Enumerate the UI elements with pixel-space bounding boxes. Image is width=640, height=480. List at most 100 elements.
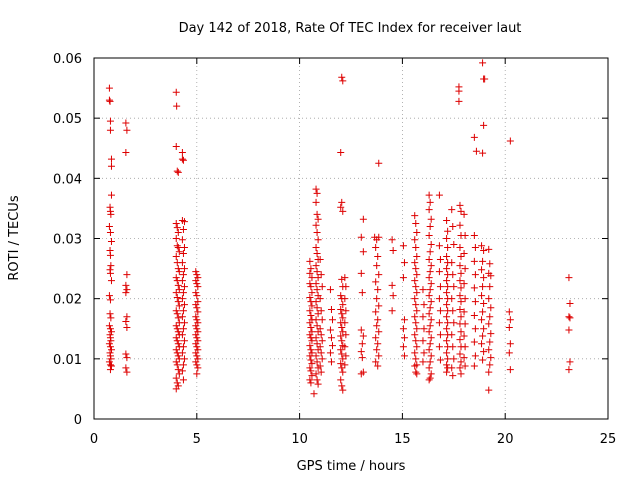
- data-point: [565, 326, 573, 334]
- data-point: [174, 340, 182, 348]
- data-point: [388, 281, 396, 289]
- data-point: [479, 59, 487, 67]
- data-point: [173, 293, 181, 301]
- data-point: [486, 338, 494, 346]
- data-point: [456, 201, 464, 209]
- data-point: [400, 259, 408, 267]
- data-point: [193, 334, 201, 342]
- data-point: [313, 228, 321, 236]
- data-point: [337, 376, 345, 384]
- data-point: [448, 206, 456, 214]
- data-point: [107, 314, 115, 322]
- data-point: [107, 328, 115, 336]
- data-point: [373, 262, 381, 270]
- data-point: [565, 274, 573, 282]
- data-point: [413, 271, 421, 279]
- data-point: [413, 343, 421, 351]
- data-point: [480, 274, 488, 282]
- data-point: [413, 253, 421, 261]
- data-point: [308, 289, 316, 297]
- data-point: [479, 356, 487, 364]
- data-point: [313, 358, 321, 366]
- data-point: [328, 316, 336, 324]
- data-point: [480, 348, 488, 356]
- data-point: [443, 235, 451, 242]
- data-point: [425, 256, 433, 264]
- data-point: [339, 355, 347, 363]
- data-point: [123, 354, 131, 362]
- data-point: [312, 185, 320, 193]
- data-point: [122, 364, 130, 372]
- data-point: [107, 155, 115, 163]
- data-point: [460, 250, 468, 258]
- data-point: [179, 271, 187, 279]
- data-point: [180, 283, 188, 291]
- data-point: [461, 231, 469, 239]
- data-point: [342, 307, 350, 315]
- data-point: [173, 379, 181, 387]
- data-point: [174, 168, 182, 176]
- data-point: [444, 244, 452, 252]
- data-point: [471, 352, 479, 360]
- data-point: [457, 253, 465, 261]
- data-point: [460, 210, 468, 218]
- data-point: [461, 362, 469, 370]
- data-point: [373, 295, 381, 303]
- data-point: [106, 126, 114, 134]
- data-point: [328, 342, 336, 350]
- data-point: [173, 167, 181, 175]
- data-point: [411, 212, 419, 220]
- data-point: [375, 271, 383, 279]
- data-point: [359, 332, 367, 340]
- data-point: [107, 337, 115, 345]
- data-point: [389, 292, 397, 300]
- data-point: [427, 334, 435, 342]
- data-point: [388, 236, 396, 244]
- data-point: [411, 259, 419, 267]
- data-point: [174, 352, 182, 360]
- data-point: [443, 301, 451, 309]
- data-point: [425, 292, 433, 300]
- data-point: [326, 349, 334, 357]
- data-point: [400, 352, 408, 360]
- data-point: [308, 302, 316, 310]
- data-point: [443, 265, 451, 273]
- data-point: [338, 337, 346, 345]
- data-point: [338, 275, 346, 283]
- data-point: [411, 331, 419, 339]
- data-point: [478, 242, 486, 250]
- data-point: [192, 301, 200, 309]
- data-point: [106, 366, 114, 374]
- data-point: [420, 325, 428, 333]
- data-point: [339, 368, 347, 376]
- data-point: [478, 316, 486, 324]
- data-point: [106, 296, 114, 304]
- data-point: [306, 331, 314, 339]
- data-point: [436, 256, 444, 264]
- data-point: [448, 295, 456, 303]
- data-point: [307, 324, 315, 332]
- data-point: [413, 370, 421, 378]
- data-point: [427, 215, 435, 223]
- data-point: [481, 75, 489, 83]
- data-point: [450, 355, 458, 363]
- data-point: [426, 268, 434, 276]
- data-point: [506, 137, 514, 145]
- data-point: [174, 298, 182, 306]
- data-point: [193, 280, 201, 288]
- data-point: [443, 361, 451, 369]
- data-point: [435, 319, 443, 327]
- data-point: [358, 289, 366, 297]
- data-point: [358, 340, 366, 348]
- data-point: [426, 248, 434, 256]
- data-point: [471, 298, 479, 306]
- data-point: [192, 289, 200, 297]
- data-point: [357, 233, 365, 241]
- data-point: [480, 299, 488, 307]
- data-point: [426, 358, 434, 366]
- data-point: [425, 191, 433, 199]
- data-point: [480, 121, 488, 129]
- data-point: [193, 316, 201, 324]
- x-tick-label: 5: [193, 432, 201, 447]
